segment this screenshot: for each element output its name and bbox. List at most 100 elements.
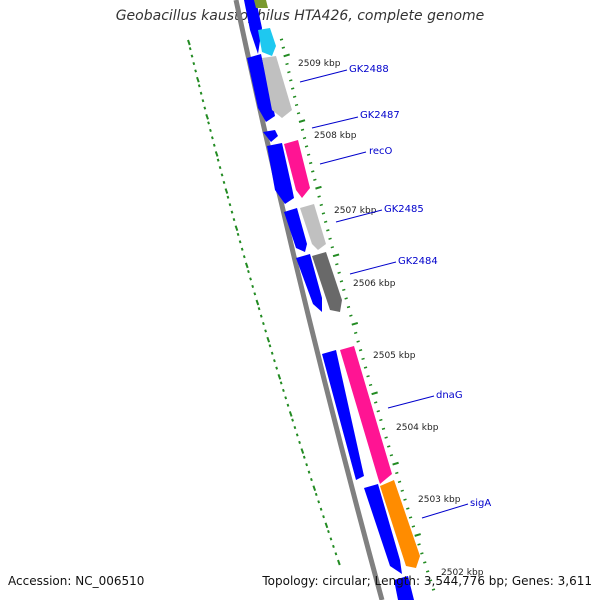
gc-track-mark (266, 336, 271, 343)
gc-track-mark (209, 128, 212, 132)
gene-arrow-olive[interactable] (254, 0, 268, 8)
ruler-tick (389, 454, 394, 457)
leader-line (421, 503, 469, 519)
ruler-tick (408, 516, 413, 519)
gc-track-mark (210, 136, 214, 140)
ruler-tick (371, 391, 378, 396)
ruler-tick (356, 340, 360, 343)
leader-line (319, 151, 367, 165)
cds-arrow[interactable] (394, 576, 414, 600)
gc-track-mark (257, 307, 261, 311)
gc-track-mark (262, 321, 265, 326)
gene-label-gk2487[interactable]: GK2487 (360, 110, 400, 121)
gene-label-gk2488[interactable]: GK2488 (349, 64, 389, 75)
cds-arrow[interactable] (322, 350, 364, 480)
ruler-tick (366, 375, 370, 378)
ruler-tick (285, 62, 289, 66)
ruler-tick (339, 280, 344, 283)
ruler-tick (300, 128, 305, 131)
gc-track-mark (187, 39, 191, 46)
ruler-tick (376, 410, 380, 413)
leader-line (335, 209, 383, 223)
forward-strand-track (244, 0, 414, 600)
gene-label-gk2484[interactable]: GK2484 (398, 256, 438, 267)
gene-arrow-cyan[interactable] (258, 28, 276, 56)
ruler-tick (368, 383, 373, 387)
gene-label-gk2485[interactable]: GK2485 (384, 204, 424, 215)
gc-track-mark (295, 433, 299, 437)
cds-arrow[interactable] (296, 254, 322, 312)
gc-track-mark (268, 344, 272, 348)
cds-arrow[interactable] (267, 143, 294, 204)
cds-arrow[interactable] (284, 208, 307, 252)
gc-track-mark (244, 262, 249, 269)
gene-arrow-recO[interactable] (284, 140, 310, 198)
ruler-tick (361, 357, 365, 361)
ruler-tick (381, 427, 386, 430)
ruler-tick (423, 561, 427, 564)
gc-track-mark (205, 113, 209, 120)
gc-track-mark (232, 217, 236, 222)
cds-arrow[interactable] (244, 0, 262, 54)
ruler-tick (403, 498, 407, 501)
gc-track-mark (334, 552, 338, 556)
ruler-tick (317, 195, 321, 198)
gc-track-mark (286, 403, 290, 407)
gene-label-dnaG[interactable]: dnaG (436, 390, 463, 401)
ruler-tick (335, 263, 339, 266)
gene-labels: GK2488 GK2487 recO GK2485 GK2484 dnaG si… (299, 64, 491, 519)
ruler-tick (294, 103, 299, 107)
ruler-tick (392, 461, 399, 466)
ruler-tick (337, 271, 341, 274)
gc-track-mark (273, 359, 276, 363)
gene-arrow-dnaG[interactable] (340, 346, 392, 484)
gene-arrow-gk2484[interactable] (312, 252, 342, 312)
ruler-tick (302, 136, 307, 140)
gc-track-mark (253, 292, 257, 296)
ruler-tick (292, 95, 297, 98)
gc-track-mark (201, 99, 205, 103)
cds-arrow[interactable] (364, 484, 402, 574)
leader-line (311, 116, 359, 129)
ruler-label: 2509 kbp (298, 59, 341, 69)
gc-track-mark (255, 299, 260, 306)
gc-track-mark (282, 388, 285, 392)
ruler-tick (414, 533, 421, 537)
gc-track-mark (302, 455, 306, 459)
ruler-tick (308, 161, 313, 165)
ruler-tick (411, 525, 416, 528)
gene-arrow-gk2488[interactable] (262, 56, 292, 118)
ruler-tick (319, 203, 323, 207)
ruler-tick (353, 331, 358, 335)
leader-line (299, 69, 348, 83)
ruler-tick (428, 579, 433, 582)
gc-track-mark (279, 381, 283, 385)
gc-track-mark (196, 76, 200, 83)
cds-arrow[interactable] (263, 130, 278, 142)
ruler-label: 2506 kbp (353, 279, 396, 289)
ruler-tick (346, 305, 351, 309)
ruler-tick (397, 480, 402, 484)
ruler-tick (279, 38, 284, 41)
ruler-tick (330, 246, 335, 249)
gc-track-mark (228, 203, 232, 207)
gene-arrow-gk2485[interactable] (300, 204, 326, 250)
gc-track-mark (288, 411, 293, 417)
gc-track-mark (188, 47, 192, 51)
ruler-label: 2502 kbp (441, 568, 484, 578)
gene-label-recO[interactable]: recO (369, 146, 393, 157)
gc-track-mark (226, 195, 230, 199)
gc-track-mark (298, 440, 301, 444)
gene-label-sigA[interactable]: sigA (470, 498, 491, 509)
ruler-tick (298, 119, 306, 123)
ruler-tick (431, 588, 436, 591)
gc-track-mark (317, 500, 321, 504)
gc-track-mark (247, 269, 250, 274)
ruler-label: 2507 kbp (334, 206, 377, 216)
gc-track-mark (322, 515, 325, 519)
gc-track-mark (327, 529, 330, 534)
cds-arrow[interactable] (247, 54, 275, 122)
gene-arrow-sigA[interactable] (380, 480, 420, 568)
ruler-tick (289, 79, 293, 82)
